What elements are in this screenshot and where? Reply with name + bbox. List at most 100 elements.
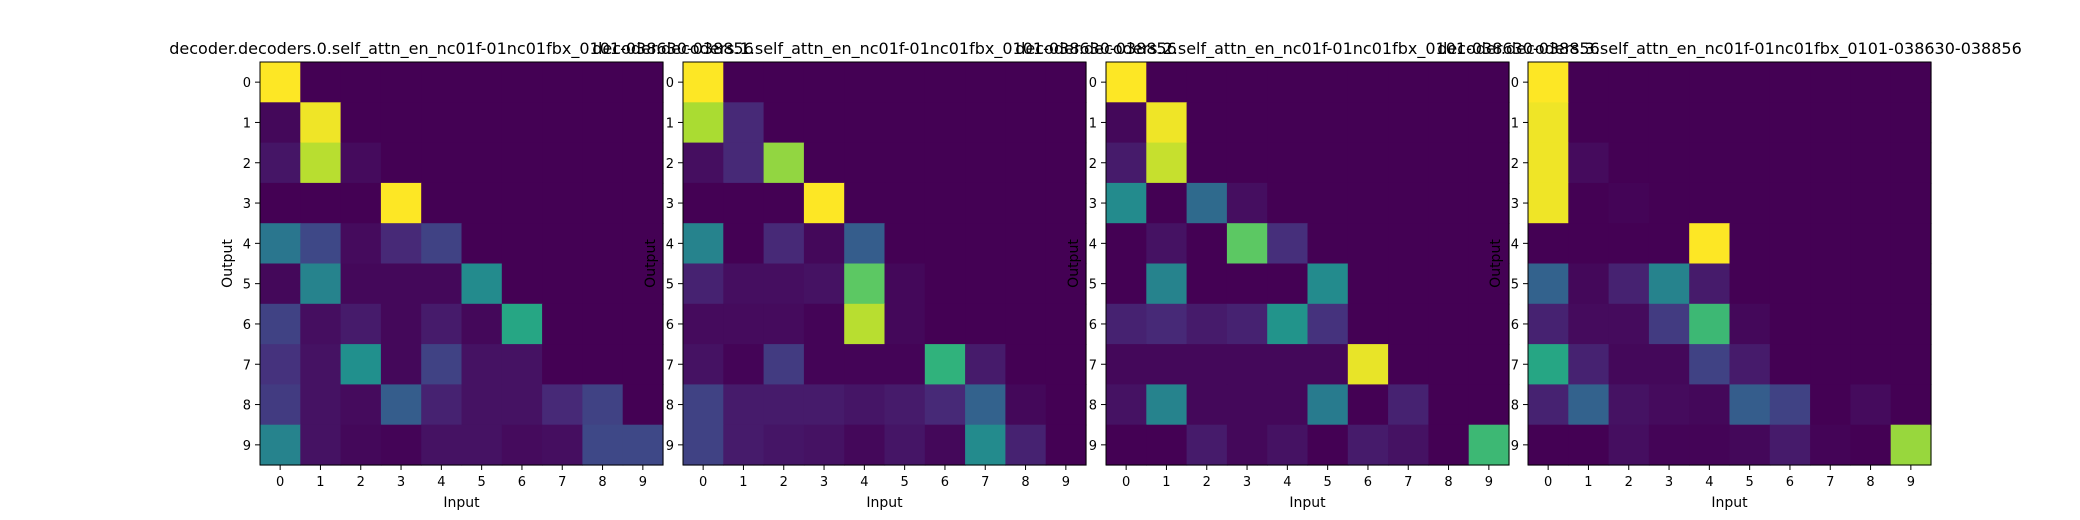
heatmap-cell (1850, 424, 1892, 466)
heatmap-cell (1186, 223, 1228, 265)
heatmap-cell (844, 223, 886, 265)
y-tick-label: 5 (666, 278, 674, 293)
x-tick-label: 9 (1062, 475, 1070, 490)
heatmap-cell (582, 223, 624, 265)
heatmap-cell (1528, 223, 1569, 265)
heatmap-cell (1648, 62, 1690, 103)
y-tick-label: 4 (1089, 237, 1097, 252)
heatmap-cell (1045, 182, 1087, 224)
heatmap-cell (1226, 344, 1268, 385)
heatmap-cell (340, 223, 382, 265)
heatmap-cell (1146, 223, 1188, 265)
y-tick-label: 3 (666, 197, 674, 212)
heatmap-cell (461, 263, 503, 305)
heatmap-cell (1468, 303, 1510, 345)
y-tick-label: 1 (666, 116, 674, 131)
heatmap-cell (1689, 182, 1731, 224)
heatmap-cell (1005, 303, 1047, 345)
heatmap-cell (1226, 424, 1268, 466)
heatmap-cell (1226, 182, 1268, 224)
y-tick-label: 7 (1511, 358, 1519, 373)
heatmap-cell (1106, 263, 1147, 305)
heatmap-cell (1428, 62, 1470, 103)
x-tick-label: 1 (739, 475, 747, 490)
heatmap-cell (1890, 344, 1932, 385)
x-tick-label: 0 (276, 475, 284, 490)
heatmap-cell (924, 223, 966, 265)
heatmap-cell (1729, 182, 1771, 224)
heatmap-cell (542, 424, 583, 466)
heatmap-cell (380, 102, 422, 144)
axes-frame (682, 61, 1087, 466)
heatmap-cell (1267, 384, 1309, 426)
heatmap-cell (723, 102, 765, 144)
heatmap-cell (884, 182, 926, 224)
x-tick-label: 4 (860, 475, 868, 490)
heatmap-cell (340, 384, 382, 426)
heatmap-cell (1729, 142, 1771, 184)
heatmap-cell (421, 384, 463, 426)
x-tick-label: 7 (1404, 475, 1412, 490)
heatmap-cell (421, 344, 463, 385)
heatmap-cell (803, 223, 845, 265)
heatmap-cell (1568, 142, 1610, 184)
heatmap-cell (300, 384, 342, 426)
y-tick-label: 2 (1511, 157, 1519, 172)
heatmap-cell (1850, 263, 1892, 305)
heatmap-cell (461, 182, 503, 224)
heatmap-cell (1689, 384, 1731, 426)
heatmap-cell (340, 142, 382, 184)
y-tick-label: 9 (1089, 439, 1097, 454)
heatmap-cell (1648, 344, 1690, 385)
heatmap-cell (1729, 344, 1771, 385)
heatmap-cell (421, 223, 463, 265)
heatmap-cell (340, 263, 382, 305)
heatmap-cell (1267, 142, 1309, 184)
heatmap-cell (1769, 384, 1811, 426)
heatmap-cell (582, 303, 624, 345)
x-tick-label: 1 (1162, 475, 1170, 490)
heatmap-cell (622, 263, 664, 305)
heatmap-cell (1106, 182, 1147, 224)
x-tick-label: 2 (357, 475, 365, 490)
x-axis-label: Input (443, 495, 480, 511)
heatmap-cell (260, 142, 301, 184)
heatmap-cell (1267, 303, 1309, 345)
x-tick-label: 5 (1746, 475, 1754, 490)
x-tick-label: 2 (780, 475, 788, 490)
heatmap-cell (461, 142, 503, 184)
x-tick-label: 5 (1324, 475, 1332, 490)
heatmap-panel-0: 0 1 2 3 4 5 6 7 8 9 0 1 2 3 4 5 6 7 8 9 Input Output decoder.d… (169, 39, 754, 511)
heatmap-cell (1850, 182, 1892, 224)
heatmap-cell (1146, 344, 1188, 385)
heatmap-cell (1388, 142, 1429, 184)
x-tick-label: 0 (699, 475, 707, 490)
heatmap-cell (924, 384, 966, 426)
heatmap-cell (1106, 223, 1147, 265)
heatmap-cell (1347, 303, 1389, 345)
heatmap-cell (1186, 102, 1228, 144)
y-axis-label: Output (1066, 239, 1082, 288)
heatmap-cell (1347, 384, 1389, 426)
heatmap-cell (340, 102, 382, 144)
heatmap-cell (1005, 62, 1047, 103)
heatmap-cell (1608, 62, 1650, 103)
heatmap-cell (1226, 263, 1268, 305)
heatmap-cell (380, 384, 422, 426)
heatmap-cell (1729, 424, 1771, 466)
heatmap-cell (924, 102, 966, 144)
heatmap-cell (1307, 303, 1349, 345)
heatmap-cell (1146, 303, 1188, 345)
heatmap-cell (300, 182, 342, 224)
heatmap-cell (542, 344, 583, 385)
heatmap-cell (622, 303, 664, 345)
heatmap-cell (1106, 102, 1147, 144)
heatmap-cell (844, 384, 886, 426)
heatmap-cell (1769, 223, 1811, 265)
heatmap-cell (1388, 223, 1429, 265)
heatmap-cell (1568, 102, 1610, 144)
heatmap-cell (803, 62, 845, 103)
heatmap-cell (582, 263, 624, 305)
heatmap-cell (803, 344, 845, 385)
y-tick-label: 8 (1089, 399, 1097, 414)
